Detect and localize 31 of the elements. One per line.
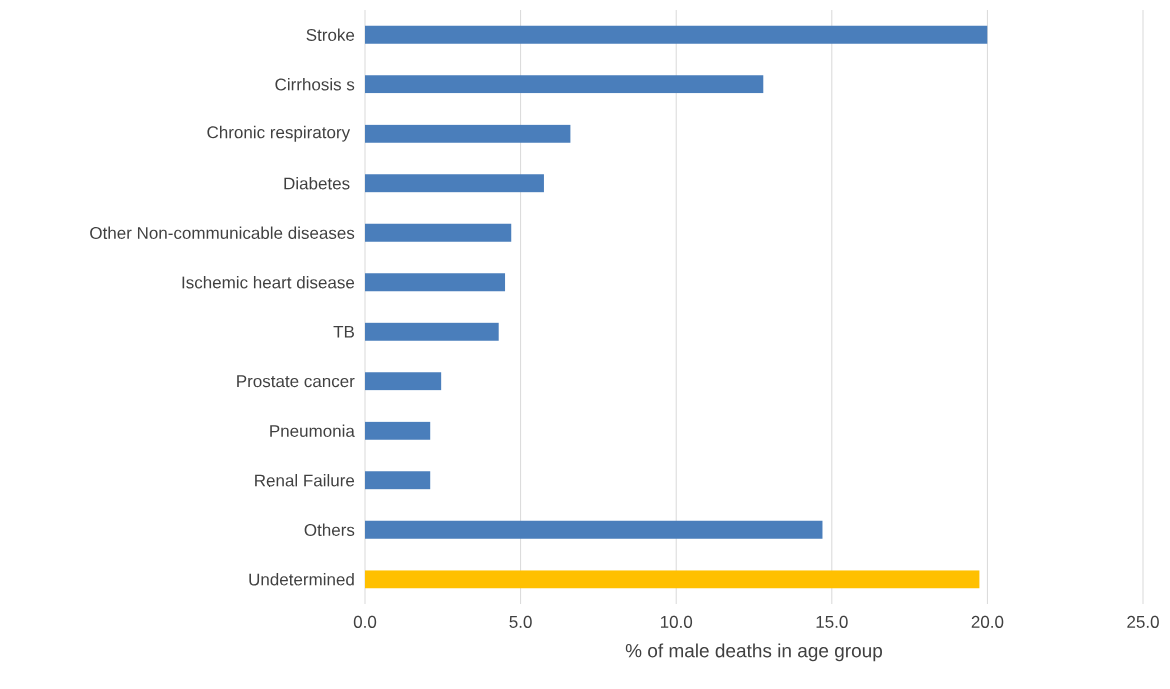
x-tick-label: 5.0: [509, 615, 532, 628]
y-tick-label: Pneumonia: [270, 424, 355, 437]
x-tick-label: 0.0: [353, 615, 377, 628]
bar: [365, 25, 988, 44]
y-tick-label: Other Non-communicable diseases: [90, 226, 355, 239]
bar: [365, 174, 544, 193]
y-tick-label: Ischemic heart disease: [182, 276, 355, 289]
y-tick-label: Undetermined: [249, 573, 354, 586]
bar: [365, 75, 764, 94]
bar: [365, 124, 571, 143]
y-tick-label: Chronic respiratory: [207, 125, 351, 142]
y-tick-label: Prostate cancer: [237, 375, 355, 388]
bar: [365, 372, 442, 391]
y-tick-label: TB: [333, 325, 354, 338]
x-tick-label: 15.0: [816, 615, 848, 628]
bar: [365, 471, 431, 490]
bar: [365, 570, 980, 589]
y-tick-label: Others: [304, 523, 355, 537]
bar: [365, 421, 431, 440]
x-tick-label: 10.0: [660, 615, 693, 628]
x-tick-label: 25.0: [1127, 615, 1159, 628]
y-tick-label: Renal Failure: [255, 474, 355, 487]
bar: [365, 322, 499, 341]
bar: [365, 273, 506, 292]
bar: [365, 223, 512, 242]
x-tick-label: 20.0: [971, 615, 1004, 628]
y-tick-label: Stroke: [306, 28, 355, 41]
y-tick-label: Diabetes: [284, 177, 350, 190]
x-axis-title: % of male deaths in age group: [625, 643, 882, 662]
y-tick-label: Cirrhosis s: [275, 78, 355, 91]
bar: [365, 520, 823, 539]
